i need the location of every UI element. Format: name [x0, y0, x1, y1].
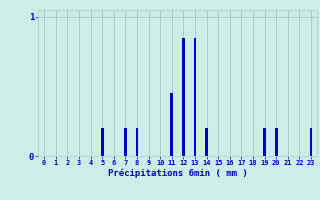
Bar	[309, 128, 312, 156]
Bar	[263, 128, 266, 156]
Bar	[194, 38, 196, 156]
Bar	[170, 93, 173, 156]
Bar	[101, 128, 104, 156]
X-axis label: Précipitations 6min ( mm ): Précipitations 6min ( mm )	[108, 169, 247, 178]
Bar	[136, 128, 139, 156]
Bar	[275, 128, 278, 156]
Bar	[205, 128, 208, 156]
Bar	[124, 128, 127, 156]
Bar	[182, 38, 185, 156]
